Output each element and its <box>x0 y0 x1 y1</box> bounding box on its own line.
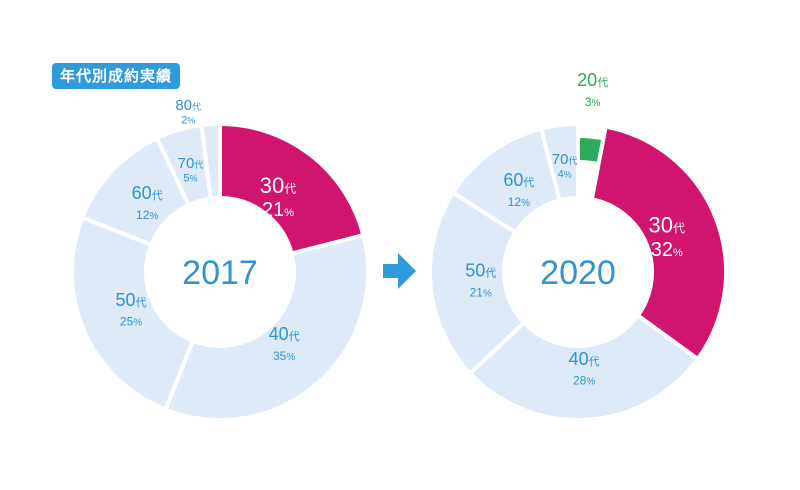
slice-label-2017-80: 80代 <box>175 97 201 114</box>
slice-label-2020-50: 50代 <box>465 260 496 280</box>
slice-label-2020-30: 30代 <box>649 213 686 238</box>
right-arrow-icon <box>383 253 416 289</box>
slice-label-2020-40: 40代 <box>569 349 600 369</box>
slice-value-2017-60: 12% <box>136 208 158 222</box>
donut-slice-2017-80 <box>199 122 222 201</box>
slice-label-2020-20: 20代 <box>577 70 608 90</box>
slice-value-2020-60: 12% <box>508 195 530 209</box>
slice-value-2020-50: 21% <box>470 285 492 299</box>
slice-value-2020-70: 4% <box>558 169 572 181</box>
slice-label-2020-70: 70代 <box>552 151 578 168</box>
slice-label-2020-60: 60代 <box>503 170 534 190</box>
slice-value-2020-30: 32% <box>651 239 683 261</box>
donut-slice-2017-40 <box>163 233 370 422</box>
slice-label-2017-40: 40代 <box>269 324 300 344</box>
slice-value-2017-40: 35% <box>273 349 295 363</box>
slice-value-2017-30: 21% <box>262 199 294 221</box>
slice-value-2020-20: 3% <box>585 95 601 109</box>
slice-value-2017-80: 2% <box>181 115 195 127</box>
donut-slice-2020-40 <box>468 313 700 422</box>
donut-slice-2020-50 <box>428 190 527 376</box>
slice-value-2017-50: 25% <box>120 315 142 329</box>
donut-slice-2020-30 <box>589 124 728 361</box>
donut-slice-2017-30 <box>218 122 366 256</box>
chart-category-badge: 年代別成約実績 <box>52 63 181 89</box>
slice-label-2017-70: 70代 <box>178 155 204 172</box>
donut-center-year: 2020 <box>540 254 616 292</box>
slice-label-2017-60: 60代 <box>132 183 163 203</box>
donut-slice-2020-70 <box>539 122 580 203</box>
donut-slice-2017-50 <box>70 215 195 412</box>
slice-label-2017-30: 30代 <box>260 173 297 198</box>
slice-label-2017-50: 50代 <box>116 290 147 310</box>
slice-value-2020-40: 28% <box>573 374 595 388</box>
donut-center-year: 2017 <box>182 254 258 292</box>
slice-value-2017-70: 5% <box>183 173 197 185</box>
